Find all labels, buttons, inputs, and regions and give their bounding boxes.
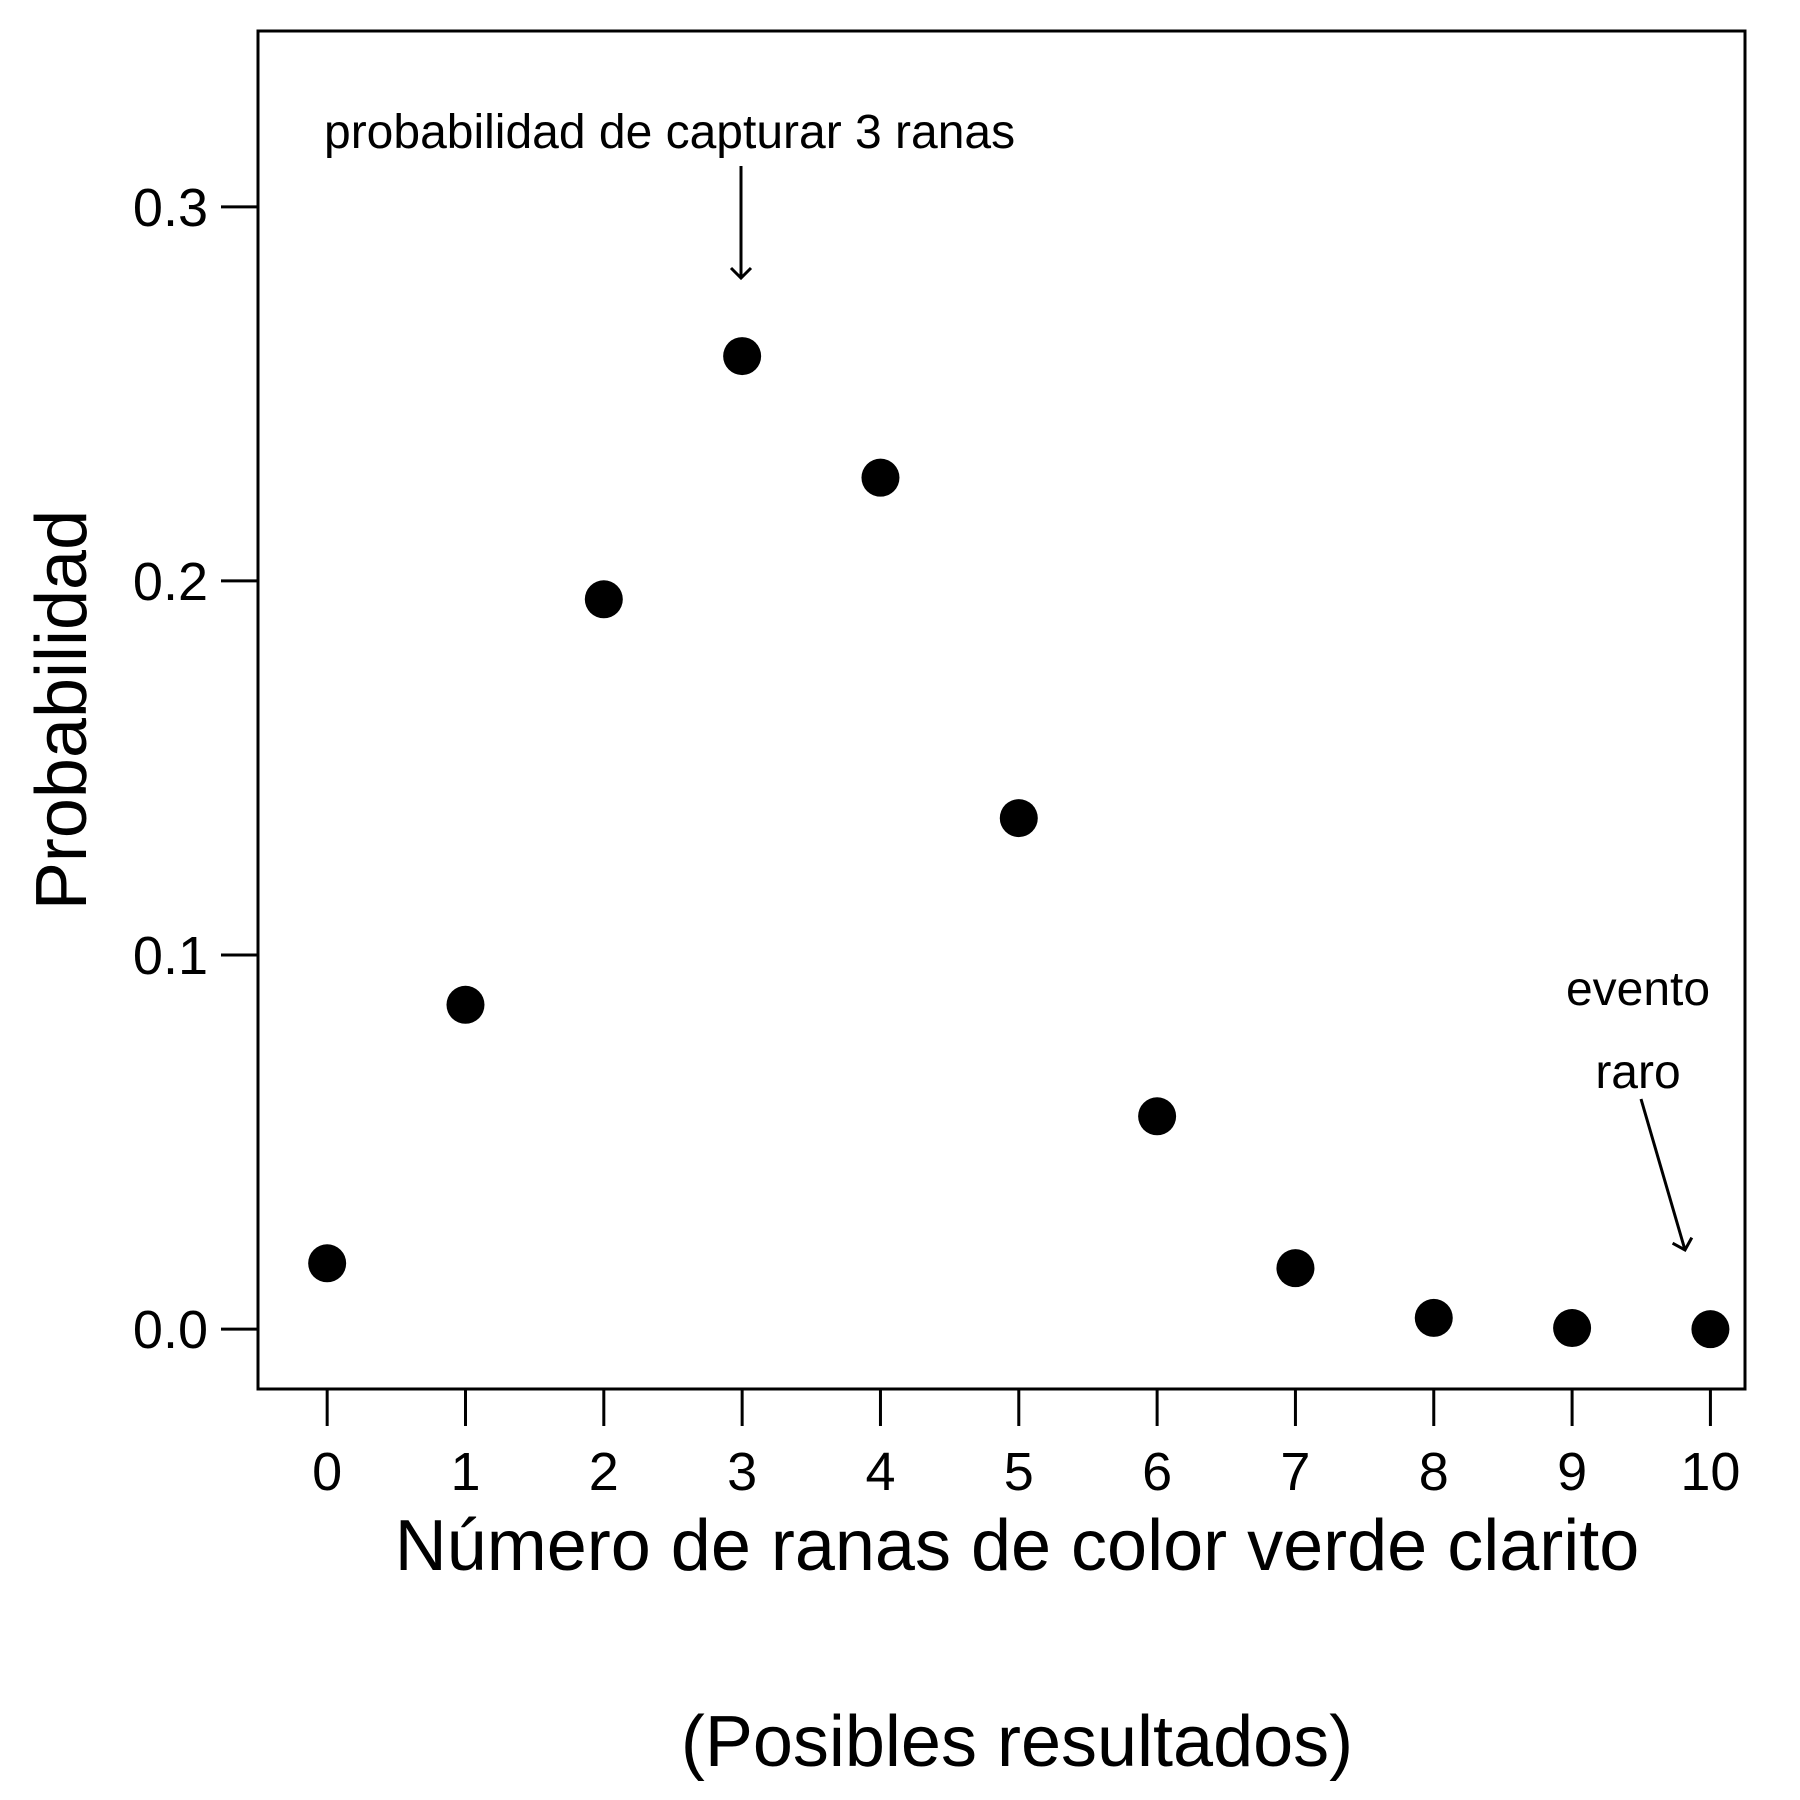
data-point-10 [1691, 1310, 1730, 1349]
annotation-3-ranas: probabilidad de capturar 3 ranas [324, 106, 1015, 159]
annotation-evento-line2: raro [1595, 1046, 1680, 1099]
x-tick-label: 0 [312, 1442, 342, 1502]
data-points [308, 337, 1730, 1349]
data-point-4 [861, 458, 900, 497]
data-point-1 [446, 985, 485, 1024]
y-tick-label: 0.3 [133, 178, 208, 238]
data-point-3 [723, 337, 762, 376]
x-axis-title: Número de ranas de color verde clarito [395, 1506, 1640, 1586]
y-axis: 0.0 0.1 0.2 0.3 [133, 178, 258, 1360]
x-tick-label: 6 [1142, 1442, 1172, 1502]
y-tick-label: 0.1 [133, 926, 208, 986]
x-tick-label: 9 [1557, 1442, 1587, 1502]
x-tick-label: 8 [1419, 1442, 1449, 1502]
x-tick-label: 1 [450, 1442, 480, 1502]
y-tick-label: 0.0 [133, 1300, 208, 1360]
x-tick-label: 2 [589, 1442, 619, 1502]
annotation-evento-arrow [1639, 1098, 1694, 1253]
annotation-evento-line1: evento [1566, 963, 1710, 1016]
data-point-8 [1414, 1298, 1453, 1337]
y-tick-label: 0.2 [133, 552, 208, 612]
data-point-6 [1138, 1097, 1177, 1136]
x-axis-subtitle: (Posibles resultados) [681, 1702, 1353, 1782]
x-tick-label: 7 [1280, 1442, 1310, 1502]
plot-frame [256, 29, 1747, 1391]
data-point-7 [1276, 1249, 1315, 1288]
x-tick-label: 10 [1680, 1442, 1740, 1502]
data-point-0 [308, 1244, 347, 1283]
y-axis-title: Probabilidad [22, 510, 102, 910]
data-point-5 [999, 799, 1038, 838]
x-tick-label: 5 [1004, 1442, 1034, 1502]
x-axis: 0 1 2 3 4 5 6 7 8 9 10 [312, 1389, 1740, 1502]
x-tick-label: 3 [727, 1442, 757, 1502]
x-tick-label: 4 [865, 1442, 895, 1502]
data-point-9 [1553, 1309, 1592, 1348]
data-point-2 [584, 580, 623, 619]
